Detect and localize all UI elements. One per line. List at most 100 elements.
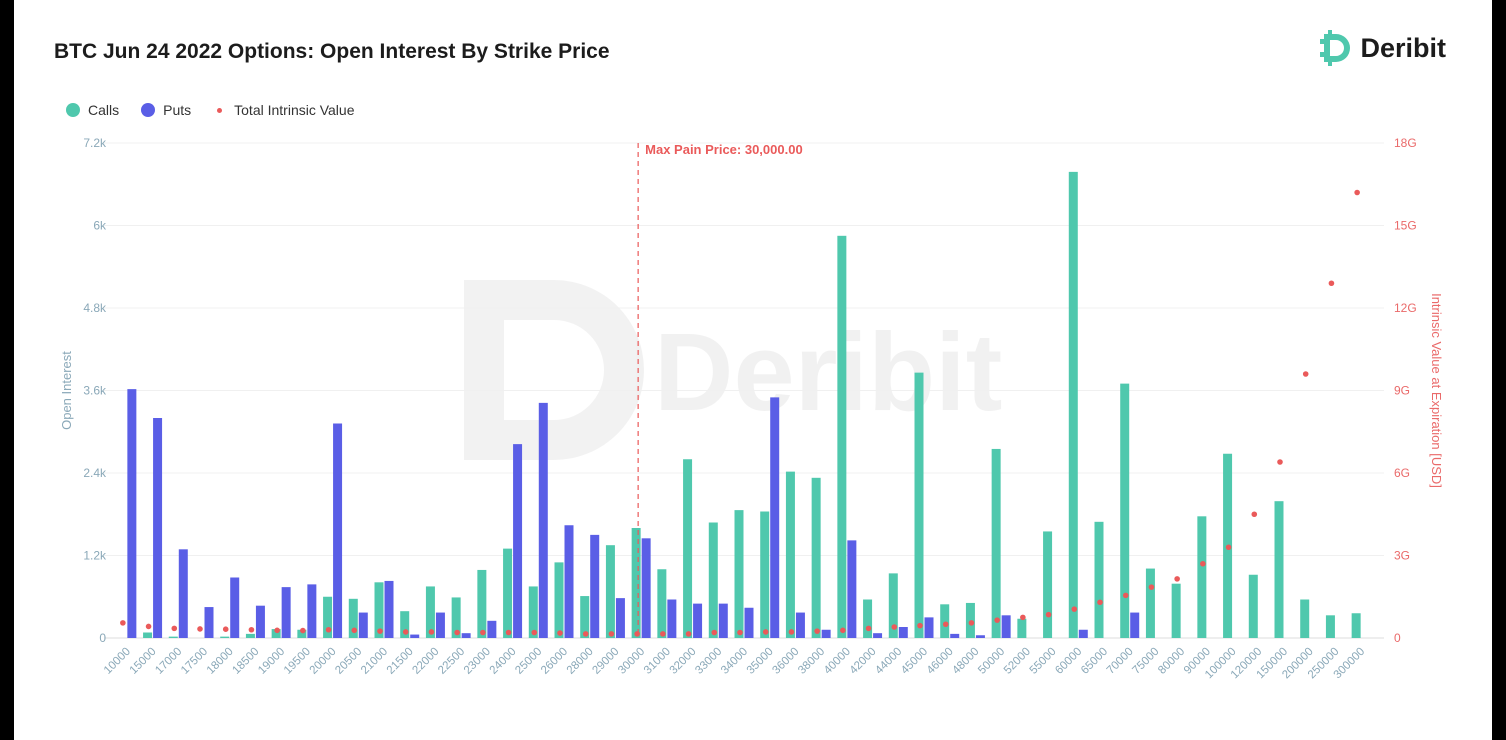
point-intrinsic-80000[interactable]: [1174, 576, 1180, 582]
bar-calls-32000[interactable]: [683, 459, 693, 638]
bar-puts-24000[interactable]: [513, 444, 523, 638]
bar-calls-18000[interactable]: [220, 636, 230, 638]
bar-calls-80000[interactable]: [1171, 583, 1181, 638]
point-intrinsic-10000[interactable]: [120, 620, 126, 626]
bar-calls-70000[interactable]: [1120, 383, 1130, 638]
point-intrinsic-100000[interactable]: [1225, 544, 1232, 551]
point-intrinsic-90000[interactable]: [1200, 560, 1206, 567]
bar-puts-22500[interactable]: [461, 633, 471, 638]
bar-calls-19500[interactable]: [297, 629, 307, 638]
bar-calls-28000[interactable]: [580, 596, 590, 638]
bar-calls-46000[interactable]: [940, 604, 950, 638]
point-intrinsic-18500[interactable]: [248, 626, 255, 633]
point-intrinsic-150000[interactable]: [1277, 459, 1283, 465]
point-intrinsic-15000[interactable]: [145, 623, 152, 630]
point-intrinsic-60000[interactable]: [1071, 606, 1078, 612]
bar-puts-20500[interactable]: [358, 612, 368, 638]
point-intrinsic-40000[interactable]: [840, 627, 846, 634]
point-intrinsic-42000[interactable]: [865, 625, 872, 632]
point-intrinsic-19000[interactable]: [274, 627, 280, 634]
point-intrinsic-32000[interactable]: [685, 631, 692, 637]
bar-calls-23000[interactable]: [477, 569, 487, 638]
bar-puts-23000[interactable]: [487, 620, 497, 638]
point-intrinsic-120000[interactable]: [1251, 511, 1258, 518]
bar-puts-70000[interactable]: [1130, 612, 1140, 638]
bar-puts-22000[interactable]: [435, 612, 445, 638]
point-intrinsic-250000[interactable]: [1328, 280, 1335, 287]
point-intrinsic-36000[interactable]: [788, 629, 795, 635]
bar-calls-18500[interactable]: [245, 633, 255, 638]
point-intrinsic-34000[interactable]: [737, 629, 743, 636]
bar-calls-20000[interactable]: [323, 596, 333, 638]
point-intrinsic-28000[interactable]: [582, 631, 589, 637]
bar-calls-25000[interactable]: [528, 586, 538, 638]
bar-puts-26000[interactable]: [564, 525, 574, 638]
bar-puts-35000[interactable]: [770, 397, 780, 638]
point-intrinsic-22000[interactable]: [428, 629, 435, 635]
point-intrinsic-21500[interactable]: [402, 629, 409, 635]
point-intrinsic-50000[interactable]: [994, 617, 1000, 623]
point-intrinsic-46000[interactable]: [942, 621, 949, 628]
bar-puts-28000[interactable]: [590, 534, 600, 638]
point-intrinsic-75000[interactable]: [1148, 584, 1155, 590]
bar-puts-42000[interactable]: [873, 633, 883, 638]
bar-calls-36000[interactable]: [785, 471, 795, 638]
bar-puts-17000[interactable]: [178, 549, 188, 638]
point-intrinsic-20000[interactable]: [325, 626, 332, 633]
legend-item-intrinsic[interactable]: Total Intrinsic Value: [213, 102, 355, 118]
bar-calls-42000[interactable]: [863, 599, 873, 639]
point-intrinsic-300000[interactable]: [1354, 189, 1360, 196]
bar-calls-22500[interactable]: [451, 597, 461, 638]
bar-calls-20500[interactable]: [348, 598, 358, 638]
bar-puts-18500[interactable]: [255, 605, 265, 638]
point-intrinsic-25000[interactable]: [531, 629, 538, 636]
bar-calls-22000[interactable]: [425, 586, 435, 638]
bar-puts-21500[interactable]: [410, 634, 420, 638]
bar-calls-19000[interactable]: [271, 629, 281, 638]
bar-calls-150000[interactable]: [1274, 501, 1284, 638]
bar-puts-33000[interactable]: [718, 603, 728, 638]
bar-calls-250000[interactable]: [1325, 615, 1335, 638]
bar-calls-21000[interactable]: [374, 582, 384, 638]
point-intrinsic-45000[interactable]: [917, 622, 923, 629]
point-intrinsic-31000[interactable]: [660, 631, 666, 637]
point-intrinsic-17500[interactable]: [197, 626, 203, 632]
bar-calls-200000[interactable]: [1300, 599, 1310, 639]
point-intrinsic-33000[interactable]: [711, 629, 718, 636]
point-intrinsic-70000[interactable]: [1122, 592, 1129, 599]
point-intrinsic-200000[interactable]: [1302, 371, 1309, 377]
bar-calls-29000[interactable]: [605, 545, 615, 638]
bar-calls-34000[interactable]: [734, 510, 744, 638]
bar-puts-40000[interactable]: [847, 540, 857, 638]
bar-puts-46000[interactable]: [950, 633, 960, 638]
bar-calls-21500[interactable]: [400, 611, 410, 638]
bar-puts-15000[interactable]: [153, 418, 163, 638]
point-intrinsic-26000[interactable]: [557, 630, 563, 636]
bar-calls-38000[interactable]: [811, 477, 821, 638]
point-intrinsic-29000[interactable]: [608, 631, 615, 637]
bar-calls-50000[interactable]: [991, 448, 1001, 638]
bar-puts-48000[interactable]: [975, 635, 985, 638]
bar-calls-90000[interactable]: [1197, 516, 1207, 638]
bar-puts-20000[interactable]: [333, 423, 343, 639]
point-intrinsic-24000[interactable]: [505, 629, 512, 636]
point-intrinsic-30000[interactable]: [634, 631, 640, 637]
legend-item-puts[interactable]: Puts: [141, 102, 191, 118]
bar-calls-15000[interactable]: [143, 632, 153, 639]
point-intrinsic-23000[interactable]: [480, 629, 486, 636]
bar-puts-32000[interactable]: [693, 603, 703, 638]
point-intrinsic-21000[interactable]: [377, 628, 383, 634]
bar-calls-33000[interactable]: [708, 522, 718, 639]
bar-calls-17000[interactable]: [168, 636, 178, 638]
bar-calls-120000[interactable]: [1248, 574, 1258, 638]
bar-puts-30000[interactable]: [641, 538, 651, 638]
bar-puts-25000[interactable]: [538, 402, 548, 638]
bar-calls-52000[interactable]: [1017, 618, 1027, 638]
point-intrinsic-20500[interactable]: [351, 627, 358, 634]
bar-puts-36000[interactable]: [795, 612, 805, 638]
bar-puts-17500[interactable]: [204, 607, 214, 638]
bar-puts-10000[interactable]: [127, 389, 137, 638]
bar-puts-19500[interactable]: [307, 584, 317, 638]
bar-puts-34000[interactable]: [744, 607, 754, 638]
legend-item-calls[interactable]: Calls: [66, 102, 119, 118]
